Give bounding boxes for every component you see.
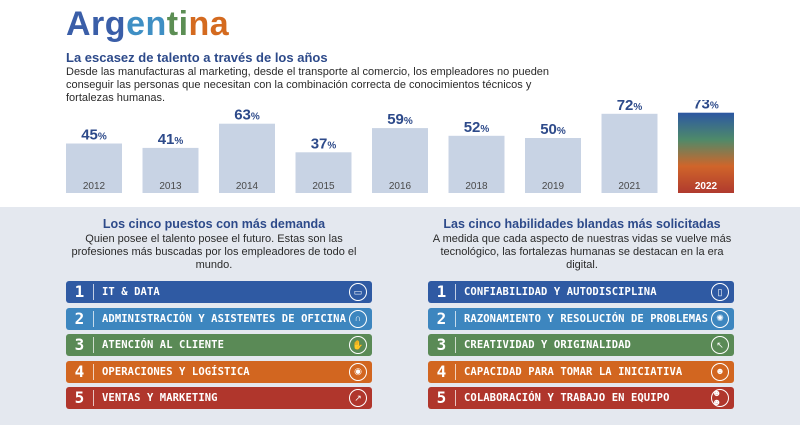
skill-label: CAPACIDAD PARA TOMAR LA INICIATIVA [464, 365, 683, 378]
job-rank-number: 2 [74, 308, 85, 328]
jobs-description: Quien posee el talento posee el futuro. … [71, 233, 357, 271]
job-rank-number: 1 [74, 282, 85, 301]
skill-label: CONFIABILIDAD Y AUTODISCIPLINA [464, 286, 657, 298]
value-label-2018: 52% [464, 119, 490, 136]
value-label-2013: 41% [158, 131, 184, 148]
value-label-2019: 50% [540, 121, 566, 138]
job-label: ATENCIÓN AL CLIENTE [102, 339, 225, 352]
skill-rank-number: 3 [436, 335, 447, 355]
category-label-2015: 2015 [312, 181, 335, 192]
category-label-2012: 2012 [83, 181, 106, 192]
job-label: OPERACIONES Y LOGÍSTICA [102, 365, 250, 378]
bar-2014 [219, 123, 275, 193]
team-icon: ☻☻ [711, 389, 729, 408]
divider [455, 390, 456, 407]
value-label-2015: 37% [311, 135, 337, 152]
title-part: na [188, 5, 230, 43]
value-label-2022: 73% [693, 100, 719, 113]
skills-title: Las cinco habilidades blandas más solici… [443, 217, 721, 231]
job-label: VENTAS Y MARKETING [102, 392, 218, 405]
title-part: en [126, 5, 167, 43]
divider [455, 363, 456, 380]
growth-chart-icon: ↗ [349, 389, 367, 408]
divider [93, 337, 94, 354]
category-label-2019: 2019 [542, 181, 565, 192]
value-label-2016: 59% [387, 111, 413, 128]
skill-rank-number: 2 [436, 308, 447, 328]
chart-description: Desde las manufacturas al marketing, des… [66, 66, 550, 104]
bar-2018 [448, 135, 505, 193]
bottom-panel: Los cinco puestos con más demanda Quien … [0, 207, 800, 425]
divider [93, 390, 94, 407]
job-rank-number: 5 [74, 388, 85, 408]
category-label-2014: 2014 [236, 181, 259, 192]
bar-2015 [295, 152, 352, 193]
skills-header: Las cinco habilidades blandas más solici… [432, 217, 732, 272]
skill-item: 4 CAPACIDAD PARA TOMAR LA INICIATIVA ☻ [428, 360, 734, 383]
value-label-2012: 45% [81, 127, 107, 144]
person-presenting-icon: ☻ [711, 362, 729, 381]
job-item: 2 ADMINISTRACIÓN Y ASISTENTES DE OFICINA ∩ [66, 307, 372, 330]
job-label: ADMINISTRACIÓN Y ASISTENTES DE OFICINA [102, 312, 347, 325]
skill-rank-number: 4 [436, 361, 447, 381]
handshake-icon: ✋ [349, 336, 367, 355]
bar-2022 [678, 112, 734, 193]
skill-item: 1 CONFIABILIDAD Y AUTODISCIPLINA ▯ [428, 281, 734, 303]
clipboard-icon: ▯ [711, 283, 729, 301]
bar-2019 [525, 138, 581, 193]
lightbulb-icon: ✺ [711, 309, 729, 328]
skill-label: COLABORACIÓN Y TRABAJO EN EQUIPO [464, 392, 670, 405]
skill-rank-number: 5 [436, 388, 447, 408]
skill-item: 2 RAZONAMIENTO Y RESOLUCIÓN DE PROBLEMAS ✺ [428, 307, 734, 330]
divider [93, 363, 94, 380]
divider [455, 337, 456, 354]
skill-rank-number: 1 [436, 282, 447, 301]
bar-2013 [142, 147, 199, 193]
jobs-title: Los cinco puestos con más demanda [102, 217, 326, 231]
job-item: 4 OPERACIONES Y LOGÍSTICA ◉ [66, 360, 372, 383]
jobs-header: Los cinco puestos con más demanda Quien … [64, 217, 364, 272]
chart-subtitle: La escasez de talento a través de los añ… [66, 50, 328, 65]
skill-label: CREATIVIDAD Y ORIGINALIDAD [464, 339, 631, 352]
bar-2021 [601, 113, 658, 193]
talent-shortage-chart: 45% 2012 41% 2013 63% 2014 37% 2015 59% 2016 52% 20… [66, 100, 734, 193]
headset-icon: ∩ [349, 309, 367, 328]
category-label-2018: 2018 [465, 181, 488, 192]
job-item: 3 ATENCIÓN AL CLIENTE ✋ [66, 334, 372, 357]
title-part: ti [166, 5, 189, 43]
category-label-2021: 2021 [618, 181, 641, 192]
page-title: Argentina [66, 6, 229, 42]
location-pin-icon: ◉ [349, 362, 367, 381]
bar-2012 [66, 143, 122, 193]
skill-item: 5 COLABORACIÓN Y TRABAJO EN EQUIPO ☻☻ [428, 387, 734, 410]
category-label-2016: 2016 [389, 181, 412, 192]
job-item: 5 VENTAS Y MARKETING ↗ [66, 387, 372, 410]
value-label-2014: 63% [234, 107, 260, 124]
divider [455, 310, 456, 327]
value-label-2021: 72% [617, 100, 643, 114]
category-label-2013: 2013 [159, 181, 182, 192]
divider [93, 310, 94, 327]
category-label-2022: 2022 [695, 181, 718, 192]
skills-description: A medida que cada aspecto de nuestras vi… [432, 233, 732, 271]
divider [93, 284, 94, 300]
laptop-icon: ▭ [349, 283, 367, 301]
jobs-list: 1 IT & DATA ▭ 2 ADMINISTRACIÓN Y ASISTENTES … [66, 281, 372, 414]
job-item: 1 IT & DATA ▭ [66, 281, 372, 303]
cursor-click-icon: ↖ [711, 336, 729, 355]
job-rank-number: 3 [74, 335, 85, 355]
bar-2016 [372, 128, 428, 193]
skill-item: 3 CREATIVIDAD Y ORIGINALIDAD ↖ [428, 334, 734, 357]
skill-label: RAZONAMIENTO Y RESOLUCIÓN DE PROBLEMAS [464, 312, 709, 325]
job-rank-number: 4 [74, 361, 85, 381]
title-part: Arg [66, 5, 127, 43]
job-label: IT & DATA [102, 286, 160, 298]
skills-list: 1 CONFIABILIDAD Y AUTODISCIPLINA ▯ 2 RAZONAM… [428, 281, 734, 414]
divider [455, 284, 456, 300]
